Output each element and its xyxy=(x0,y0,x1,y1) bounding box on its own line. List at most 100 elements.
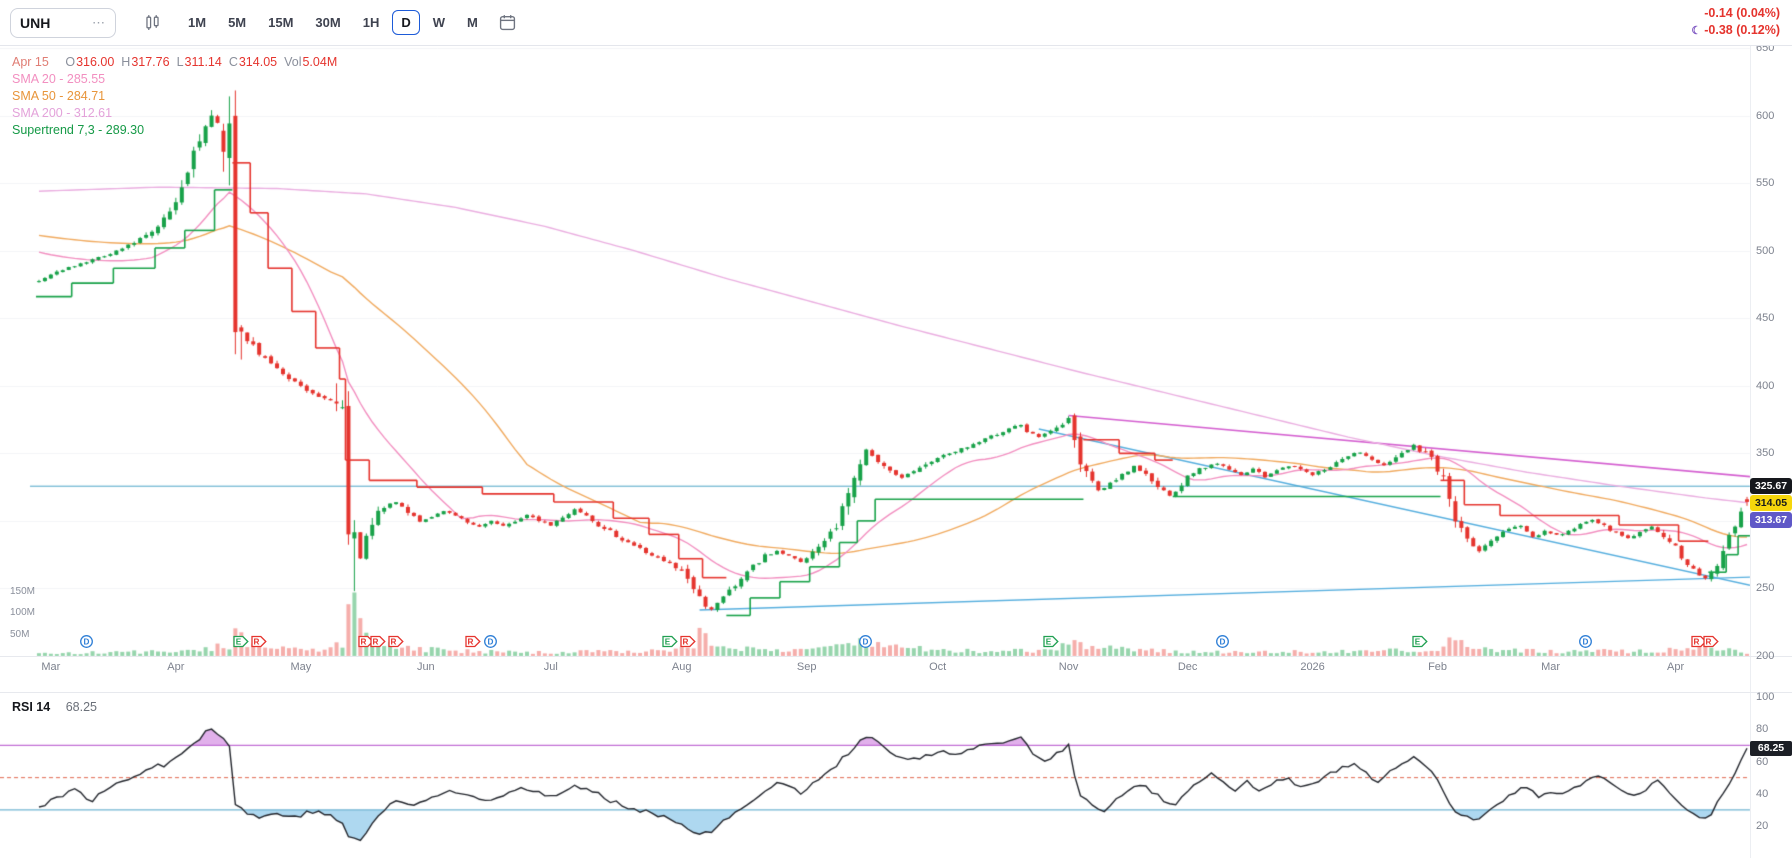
ohlc-value-h: 317.76 xyxy=(131,55,169,69)
dividend-circle-icon: D xyxy=(78,634,95,649)
rsi-header[interactable]: RSI 14 68.25 xyxy=(12,700,97,714)
calendar-button[interactable] xyxy=(495,10,520,35)
time-tick-dec: Dec xyxy=(1178,661,1198,673)
price-tick-200: 200 xyxy=(1756,650,1774,662)
event-badge-earnings[interactable]: E xyxy=(233,634,250,649)
rsi-tick-100: 100 xyxy=(1756,691,1774,703)
event-badge-dividend[interactable]: D xyxy=(78,634,95,649)
price-tick-550: 550 xyxy=(1756,177,1774,189)
svg-text:R: R xyxy=(1694,637,1700,646)
ohlc-value-l: 311.14 xyxy=(185,55,222,69)
rsi-tick-20: 20 xyxy=(1756,820,1768,832)
ohlc-value-c: 314.05 xyxy=(239,55,277,69)
rsi-tick-40: 40 xyxy=(1756,788,1768,800)
svg-text:D: D xyxy=(863,637,869,646)
timeframe-1m[interactable]: 1M xyxy=(179,10,215,35)
indicator-legend-rows: SMA 20 - 285.55SMA 50 - 284.71SMA 200 - … xyxy=(12,71,337,139)
timeframe-d[interactable]: D xyxy=(392,10,419,35)
svg-text:R: R xyxy=(1706,637,1712,646)
regular-session-change: -0.14 (0.04%) xyxy=(1691,5,1780,22)
dividend-circle-icon: D xyxy=(1578,634,1595,649)
time-tick-2026: 2026 xyxy=(1300,661,1324,673)
timeframe-15m[interactable]: 15M xyxy=(259,10,302,35)
svg-text:R: R xyxy=(682,637,688,646)
volume-tick-50M: 50M xyxy=(10,629,29,640)
timeframe-5m[interactable]: 5M xyxy=(219,10,255,35)
time-tick-apr: Apr xyxy=(167,661,184,673)
time-tick-mar: Mar xyxy=(41,661,60,673)
svg-text:D: D xyxy=(1583,637,1589,646)
hline-price-label[interactable]: 325.67 xyxy=(1750,478,1792,494)
calendar-icon xyxy=(499,14,516,31)
symbol-menu-icon[interactable]: ⋯ xyxy=(92,15,106,31)
svg-text:R: R xyxy=(254,637,260,646)
svg-text:R: R xyxy=(373,637,379,646)
rsi-current-value: 68.25 xyxy=(66,700,97,714)
event-badge-r[interactable]: R xyxy=(679,634,696,649)
event-tag-icon: R xyxy=(465,634,482,649)
svg-text:E: E xyxy=(665,637,671,646)
event-badge-dividend[interactable]: D xyxy=(1578,634,1595,649)
indicator-legend-2[interactable]: SMA 200 - 312.61 xyxy=(12,105,337,122)
event-badge-r[interactable]: R xyxy=(370,634,387,649)
timeframe-1h[interactable]: 1H xyxy=(354,10,389,35)
event-tag-icon: E xyxy=(233,634,250,649)
event-badge-r[interactable]: R xyxy=(1703,634,1720,649)
rsi-tick-80: 80 xyxy=(1756,723,1768,735)
event-badge-r[interactable]: R xyxy=(251,634,268,649)
last-price-label: 314.05 xyxy=(1750,495,1792,511)
price-tick-450: 450 xyxy=(1756,312,1774,324)
ohlc-label-h: H xyxy=(121,55,130,69)
quote-change-block: -0.14 (0.04%) ☾-0.38 (0.12%) xyxy=(1691,5,1782,40)
timeframe-w[interactable]: W xyxy=(424,10,454,35)
timeframe-30m[interactable]: 30M xyxy=(306,10,349,35)
event-badge-r[interactable]: R xyxy=(388,634,405,649)
event-tag-icon: R xyxy=(370,634,387,649)
svg-text:D: D xyxy=(488,637,494,646)
indicator-legend-3[interactable]: Supertrend 7,3 - 289.30 xyxy=(12,122,337,139)
dividend-circle-icon: D xyxy=(483,634,500,649)
time-tick-oct: Oct xyxy=(929,661,946,673)
symbol-search-box[interactable]: UNH ⋯ xyxy=(10,8,116,38)
time-tick-aug: Aug xyxy=(672,661,692,673)
svg-text:E: E xyxy=(236,637,242,646)
trading-app: { "toolbar": { "symbol": "UNH", "menu_ic… xyxy=(0,0,1792,858)
rsi-tick-60: 60 xyxy=(1756,756,1768,768)
svg-text:R: R xyxy=(468,637,474,646)
price-tick-600: 600 xyxy=(1756,110,1774,122)
event-badge-dividend[interactable]: D xyxy=(483,634,500,649)
svg-text:E: E xyxy=(1414,637,1420,646)
ohlc-value-o: 316.00 xyxy=(76,55,114,69)
event-tag-icon: E xyxy=(1411,634,1428,649)
event-tag-icon: E xyxy=(1042,634,1059,649)
event-tag-icon: R xyxy=(388,634,405,649)
after-hours-moon-icon: ☾ xyxy=(1691,25,1701,37)
time-tick-mar: Mar xyxy=(1541,661,1560,673)
ohlc-value-vol: 5.04M xyxy=(302,55,337,69)
chart-style-button[interactable] xyxy=(140,10,165,35)
svg-text:D: D xyxy=(1220,637,1226,646)
after-hours-price-label: 313.67 xyxy=(1750,512,1792,528)
time-tick-jul: Jul xyxy=(544,661,558,673)
event-badge-dividend[interactable]: D xyxy=(858,634,875,649)
event-badge-r[interactable]: R xyxy=(465,634,482,649)
svg-text:R: R xyxy=(391,637,397,646)
event-badge-earnings[interactable]: E xyxy=(1042,634,1059,649)
time-tick-jun: Jun xyxy=(417,661,435,673)
timeframe-m[interactable]: M xyxy=(458,10,487,35)
event-badge-earnings[interactable]: E xyxy=(1411,634,1428,649)
indicator-legend-0[interactable]: SMA 20 - 285.55 xyxy=(12,71,337,88)
ohlc-label-o: O xyxy=(65,55,75,69)
time-tick-feb: Feb xyxy=(1428,661,1447,673)
symbol-label: UNH xyxy=(20,15,86,31)
event-badge-dividend[interactable]: D xyxy=(1215,634,1232,649)
indicator-legend-1[interactable]: SMA 50 - 284.71 xyxy=(12,88,337,105)
volume-tick-150M: 150M xyxy=(10,586,35,597)
dividend-circle-icon: D xyxy=(858,634,875,649)
svg-text:R: R xyxy=(361,637,367,646)
rsi-label: RSI 14 xyxy=(12,700,50,714)
event-badge-earnings[interactable]: E xyxy=(661,634,678,649)
price-tick-400: 400 xyxy=(1756,380,1774,392)
after-hours-change: -0.38 (0.12%) xyxy=(1704,23,1780,37)
svg-text:E: E xyxy=(1045,637,1051,646)
